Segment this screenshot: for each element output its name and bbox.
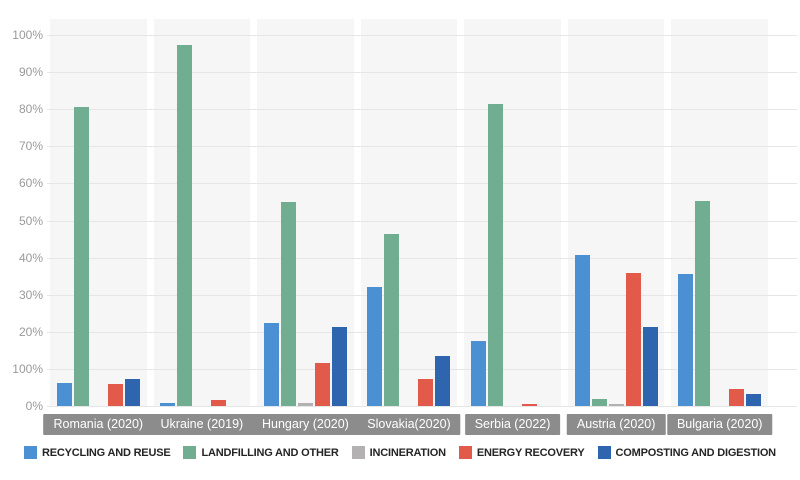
legend-label: LANDFILLING AND OTHER: [201, 446, 339, 459]
bar[interactable]: [678, 274, 694, 406]
legend-swatch-icon: [351, 446, 365, 459]
legend: RECYCLING AND REUSE LANDFILLING AND OTHER…: [0, 446, 800, 459]
bar[interactable]: [331, 327, 347, 406]
bar[interactable]: [367, 287, 383, 406]
y-tick-label: 60%: [18, 176, 43, 191]
y-tick-label: 40%: [18, 250, 43, 265]
legend-swatch-icon: [458, 446, 472, 459]
y-tick-label: 20%: [18, 324, 43, 339]
bar-group: [361, 19, 458, 406]
legend-item[interactable]: COMPOSTING AND DIGESTION: [597, 446, 777, 459]
legend-swatch-icon: [597, 446, 611, 459]
legend-item[interactable]: LANDFILLING AND OTHER: [183, 446, 339, 459]
gridline: [47, 109, 797, 111]
gridline: [47, 146, 797, 148]
bar[interactable]: [435, 356, 451, 406]
bar-group: [568, 19, 665, 406]
bar-group: [464, 19, 561, 406]
bar[interactable]: [695, 201, 711, 406]
plot-band: [153, 19, 251, 406]
bar[interactable]: [211, 400, 227, 406]
gridline: [47, 331, 797, 333]
bar[interactable]: [471, 341, 487, 406]
legend-label: RECYCLING AND REUSE: [42, 446, 171, 459]
category-label: Austria (2020): [566, 414, 666, 435]
legend-label: INCINERATION: [369, 446, 446, 459]
y-tick-label: 70%: [18, 139, 43, 154]
bar[interactable]: [384, 234, 400, 406]
category-label: Romania (2020): [43, 414, 154, 435]
legend-item[interactable]: ENERGY RECOVERY: [458, 446, 585, 459]
bar[interactable]: [177, 45, 193, 406]
bar[interactable]: [746, 394, 762, 406]
bar-group: [50, 19, 147, 406]
gridline: [47, 294, 797, 296]
bar[interactable]: [642, 327, 658, 406]
legend-label: COMPOSTING AND DIGESTION: [615, 446, 777, 459]
bar[interactable]: [124, 379, 140, 406]
bar[interactable]: [297, 403, 313, 406]
bar[interactable]: [160, 403, 176, 406]
y-tick-label: 100%: [12, 28, 43, 42]
gridline: [47, 368, 797, 370]
y-tick-label: 50%: [18, 213, 43, 228]
gridline: [47, 220, 797, 222]
bar[interactable]: [418, 379, 434, 406]
bar-group: [257, 19, 354, 406]
legend-item[interactable]: RECYCLING AND REUSE: [24, 446, 171, 459]
bar[interactable]: [625, 273, 641, 406]
bar[interactable]: [73, 107, 89, 406]
gridline: [47, 406, 797, 407]
bar-group: [671, 19, 768, 406]
category-label: Ukraine (2019): [150, 414, 254, 435]
legend-swatch-icon: [183, 446, 197, 459]
gridline: [47, 35, 797, 36]
bar[interactable]: [522, 404, 538, 406]
y-tick-label: 90%: [18, 65, 43, 80]
bar[interactable]: [56, 383, 72, 406]
y-tick-label: 80%: [18, 102, 43, 117]
y-tick-label: 0%: [25, 399, 43, 413]
bar[interactable]: [280, 202, 296, 406]
y-tick-label: 100%: [12, 361, 43, 376]
gridline: [47, 257, 797, 259]
category-label: Hungary (2020): [251, 414, 359, 435]
bar[interactable]: [107, 384, 123, 406]
category-label: Serbia (2022): [464, 414, 561, 435]
gridline: [47, 183, 797, 185]
legend-label: ENERGY RECOVERY: [476, 446, 585, 459]
gridline: [47, 72, 797, 74]
bar[interactable]: [608, 404, 624, 406]
category-label: Bulgaria (2020): [666, 414, 773, 435]
y-tick-label: 30%: [18, 287, 43, 302]
bar[interactable]: [574, 255, 590, 406]
legend-swatch-icon: [24, 446, 38, 459]
bar[interactable]: [314, 363, 330, 406]
bar[interactable]: [591, 399, 607, 406]
plot-band: [50, 19, 147, 406]
bar[interactable]: [263, 323, 279, 406]
legend-item[interactable]: INCINERATION: [351, 446, 446, 459]
category-label: Slovakia(2020): [357, 414, 461, 435]
bar[interactable]: [729, 389, 745, 406]
bar[interactable]: [488, 104, 504, 406]
bar-group: [154, 19, 251, 406]
